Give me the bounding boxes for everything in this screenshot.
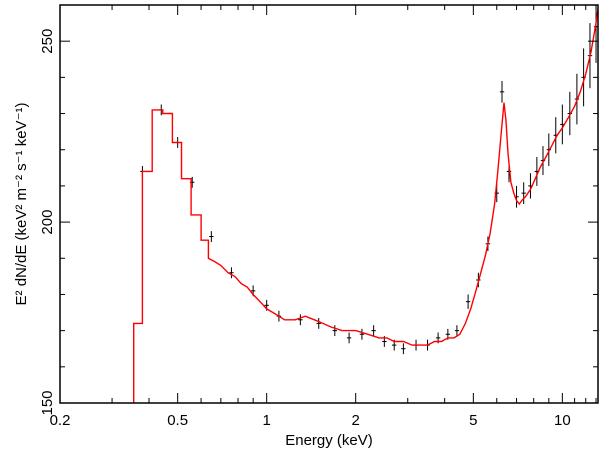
x-axis-title: Energy (keV) xyxy=(285,432,373,449)
data-point xyxy=(499,80,505,103)
data-point xyxy=(454,325,460,337)
data-point xyxy=(298,314,303,326)
x-tick-label: 10 xyxy=(554,412,571,429)
y-tick-label: 250 xyxy=(39,29,56,54)
x-tick-label: 0.5 xyxy=(167,412,188,429)
x-tick-label: 0.2 xyxy=(50,412,71,429)
y-tick-label: 150 xyxy=(39,390,56,415)
plot-marks xyxy=(133,5,598,403)
data-point xyxy=(401,343,406,355)
data-point xyxy=(229,267,234,279)
x-tick-label: 5 xyxy=(469,412,477,429)
x-tick-label: 2 xyxy=(352,412,360,429)
plot-frame xyxy=(59,4,599,404)
y-axis-title: E² dN/dE (keV² m⁻² s⁻¹ keV⁻¹) xyxy=(13,103,30,306)
x-axis-ticks: 0.2 0.5 1 2 5 10 xyxy=(50,5,597,429)
data-point xyxy=(465,294,471,309)
data-point xyxy=(521,182,526,204)
data-point xyxy=(346,332,352,344)
data-point xyxy=(332,325,338,337)
y-axis-ticks: 150 200 250 xyxy=(39,4,598,416)
data-point xyxy=(209,231,214,242)
x-tick-label: 1 xyxy=(262,412,270,429)
y-tick-label: 200 xyxy=(39,210,56,235)
data-point xyxy=(371,325,376,337)
data-point xyxy=(316,317,321,329)
model-curve xyxy=(133,8,598,403)
data-point xyxy=(359,328,365,340)
